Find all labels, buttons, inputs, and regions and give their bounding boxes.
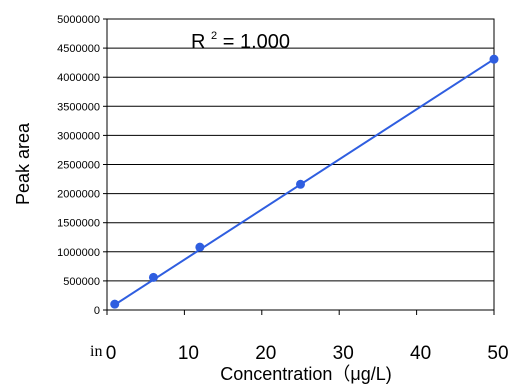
y-tick-label-6: 3000000	[57, 130, 100, 142]
x-axis-title: Concentration（μg/L)	[220, 364, 391, 384]
data-point-0	[110, 299, 120, 309]
x-tick-label-5: 50	[487, 343, 508, 364]
r-squared-base: R	[191, 31, 205, 53]
y-tick-label-1: 500000	[63, 276, 100, 288]
x-tick-label-3: 30	[333, 343, 354, 364]
r-squared-annotation: R 2 = 1.000	[191, 22, 290, 53]
data-point-3	[296, 179, 305, 189]
x-tick-label-0: 0	[106, 343, 117, 364]
y-axis-title: Peak area	[13, 122, 33, 205]
r-squared-superscript: 2	[211, 30, 217, 42]
data-point-2	[195, 242, 205, 252]
x-tick-marks	[106, 310, 495, 315]
data-point-4	[489, 54, 499, 64]
y-tick-label-7: 3500000	[57, 101, 100, 113]
y-tick-label-0: 0	[94, 305, 100, 317]
data-point-1	[148, 272, 158, 282]
y-tick-label-2: 1000000	[57, 247, 100, 259]
x-tick-labels: 0 10 20 30 40 50	[106, 343, 509, 364]
y-tick-label-4: 2000000	[57, 189, 100, 201]
trendline	[114, 58, 495, 306]
x-tick-label-2: 20	[255, 343, 276, 364]
r-squared-value: = 1.000	[223, 31, 290, 53]
y-tick-label-3: 1500000	[57, 218, 100, 230]
y-tick-label-5: 2500000	[57, 160, 100, 172]
x-tick-label-1: 10	[178, 343, 199, 364]
y-tick-label-10: 5000000	[57, 14, 100, 26]
gridlines	[103, 18, 494, 311]
y-tick-label-9: 4500000	[57, 43, 100, 55]
x-tick-label-4: 40	[410, 343, 431, 364]
y-tick-label-8: 4000000	[57, 72, 100, 84]
data-points	[110, 54, 499, 309]
stray-text: in	[90, 343, 103, 360]
y-tick-labels: 0 500000 1000000 1500000 2000000 2500000 30000…	[57, 14, 100, 317]
